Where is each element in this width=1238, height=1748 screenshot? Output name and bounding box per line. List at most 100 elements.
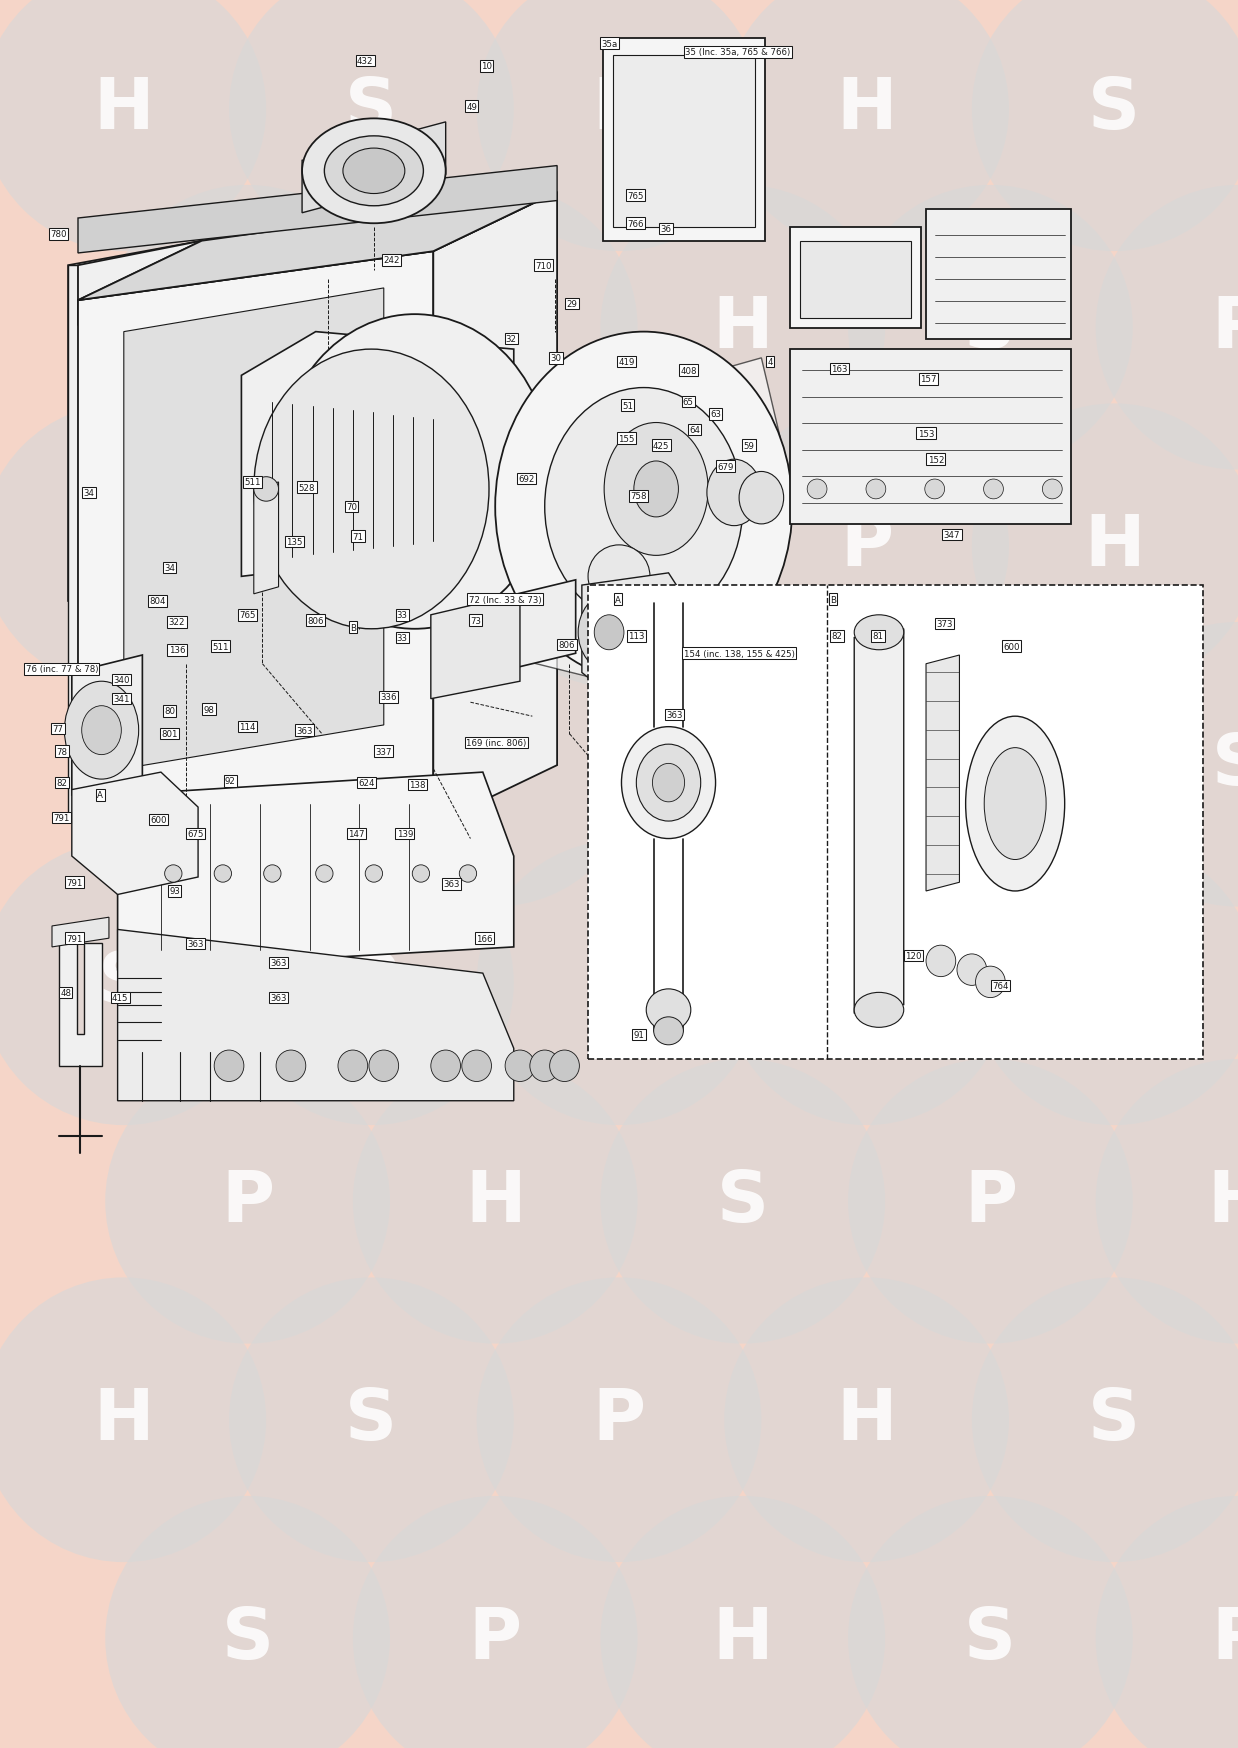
Text: 36: 36 bbox=[661, 225, 671, 234]
Text: S: S bbox=[345, 75, 397, 143]
Text: P: P bbox=[469, 294, 521, 362]
Circle shape bbox=[353, 622, 638, 907]
Ellipse shape bbox=[505, 1051, 535, 1082]
Text: A: A bbox=[98, 790, 103, 801]
Ellipse shape bbox=[646, 989, 691, 1031]
Text: 419: 419 bbox=[618, 358, 635, 367]
Circle shape bbox=[600, 185, 885, 470]
Text: 33: 33 bbox=[397, 635, 407, 643]
Circle shape bbox=[848, 1059, 1133, 1344]
Polygon shape bbox=[124, 288, 384, 769]
Text: B: B bbox=[350, 624, 355, 633]
Text: 29: 29 bbox=[567, 301, 577, 309]
Circle shape bbox=[0, 404, 266, 689]
Polygon shape bbox=[790, 227, 921, 329]
Text: 624: 624 bbox=[358, 778, 375, 788]
Text: S: S bbox=[1088, 1386, 1140, 1454]
Ellipse shape bbox=[530, 1051, 560, 1082]
Polygon shape bbox=[254, 482, 279, 594]
Text: 791: 791 bbox=[66, 933, 83, 944]
Text: 780: 780 bbox=[50, 231, 67, 239]
Circle shape bbox=[459, 865, 477, 883]
Circle shape bbox=[0, 0, 266, 252]
Ellipse shape bbox=[279, 315, 551, 629]
Text: 758: 758 bbox=[630, 493, 647, 502]
Text: 82: 82 bbox=[832, 633, 842, 642]
Text: 363: 363 bbox=[443, 879, 461, 890]
Circle shape bbox=[1042, 479, 1062, 500]
Text: 34: 34 bbox=[165, 565, 175, 573]
Ellipse shape bbox=[594, 615, 624, 650]
Polygon shape bbox=[118, 773, 514, 970]
Circle shape bbox=[105, 185, 390, 470]
Circle shape bbox=[972, 841, 1238, 1126]
Text: 806: 806 bbox=[307, 617, 324, 626]
Ellipse shape bbox=[976, 967, 1005, 998]
Circle shape bbox=[105, 622, 390, 907]
Text: 425: 425 bbox=[652, 442, 670, 451]
Polygon shape bbox=[517, 580, 576, 668]
Ellipse shape bbox=[854, 615, 904, 650]
Text: 82: 82 bbox=[57, 778, 67, 788]
Circle shape bbox=[477, 0, 761, 252]
Text: 120: 120 bbox=[905, 951, 922, 961]
Text: 139: 139 bbox=[396, 829, 413, 839]
Polygon shape bbox=[78, 252, 433, 825]
Text: 765: 765 bbox=[239, 612, 256, 621]
Text: 340: 340 bbox=[113, 675, 130, 685]
Text: 92: 92 bbox=[225, 776, 235, 787]
Text: 10: 10 bbox=[482, 63, 491, 72]
Ellipse shape bbox=[338, 1051, 368, 1082]
Text: 765: 765 bbox=[626, 192, 644, 201]
Text: H: H bbox=[589, 949, 649, 1017]
Circle shape bbox=[600, 622, 885, 907]
Circle shape bbox=[1096, 622, 1238, 907]
Text: 801: 801 bbox=[161, 729, 178, 739]
Ellipse shape bbox=[545, 388, 743, 626]
Ellipse shape bbox=[739, 472, 784, 524]
Circle shape bbox=[412, 865, 430, 883]
Polygon shape bbox=[926, 210, 1071, 339]
Circle shape bbox=[848, 1496, 1133, 1748]
Circle shape bbox=[972, 1278, 1238, 1563]
Ellipse shape bbox=[343, 149, 405, 194]
Polygon shape bbox=[78, 166, 557, 253]
Text: P: P bbox=[841, 512, 893, 580]
Text: 679: 679 bbox=[717, 463, 734, 472]
Circle shape bbox=[105, 1496, 390, 1748]
Polygon shape bbox=[52, 918, 109, 947]
Text: S: S bbox=[98, 949, 150, 1017]
Ellipse shape bbox=[276, 1051, 306, 1082]
Text: 806: 806 bbox=[558, 642, 576, 650]
Text: 51: 51 bbox=[623, 402, 633, 411]
Circle shape bbox=[264, 865, 281, 883]
Ellipse shape bbox=[926, 946, 956, 977]
Circle shape bbox=[229, 1278, 514, 1563]
Text: 114: 114 bbox=[239, 722, 256, 732]
Text: 152: 152 bbox=[927, 456, 945, 465]
Text: H: H bbox=[342, 512, 401, 580]
Text: 791: 791 bbox=[53, 813, 71, 823]
Polygon shape bbox=[72, 656, 142, 795]
Text: 35 (Inc. 35a, 765 & 766): 35 (Inc. 35a, 765 & 766) bbox=[685, 49, 791, 58]
Text: 600: 600 bbox=[1003, 643, 1020, 652]
Text: S: S bbox=[222, 294, 274, 362]
Circle shape bbox=[1096, 185, 1238, 470]
Text: 135: 135 bbox=[286, 538, 303, 547]
Circle shape bbox=[477, 404, 761, 689]
Circle shape bbox=[316, 865, 333, 883]
Text: P: P bbox=[593, 1386, 645, 1454]
Polygon shape bbox=[800, 241, 911, 318]
Text: 70: 70 bbox=[347, 503, 357, 512]
Polygon shape bbox=[582, 573, 693, 713]
Text: B: B bbox=[831, 596, 836, 605]
Text: P: P bbox=[1212, 1605, 1238, 1673]
Text: P: P bbox=[964, 1168, 1016, 1236]
Circle shape bbox=[848, 622, 1133, 907]
Text: 363: 363 bbox=[296, 725, 313, 736]
Ellipse shape bbox=[369, 1051, 399, 1082]
Polygon shape bbox=[854, 629, 904, 1014]
Text: S: S bbox=[593, 512, 645, 580]
Circle shape bbox=[229, 0, 514, 252]
Text: P: P bbox=[1088, 949, 1140, 1017]
